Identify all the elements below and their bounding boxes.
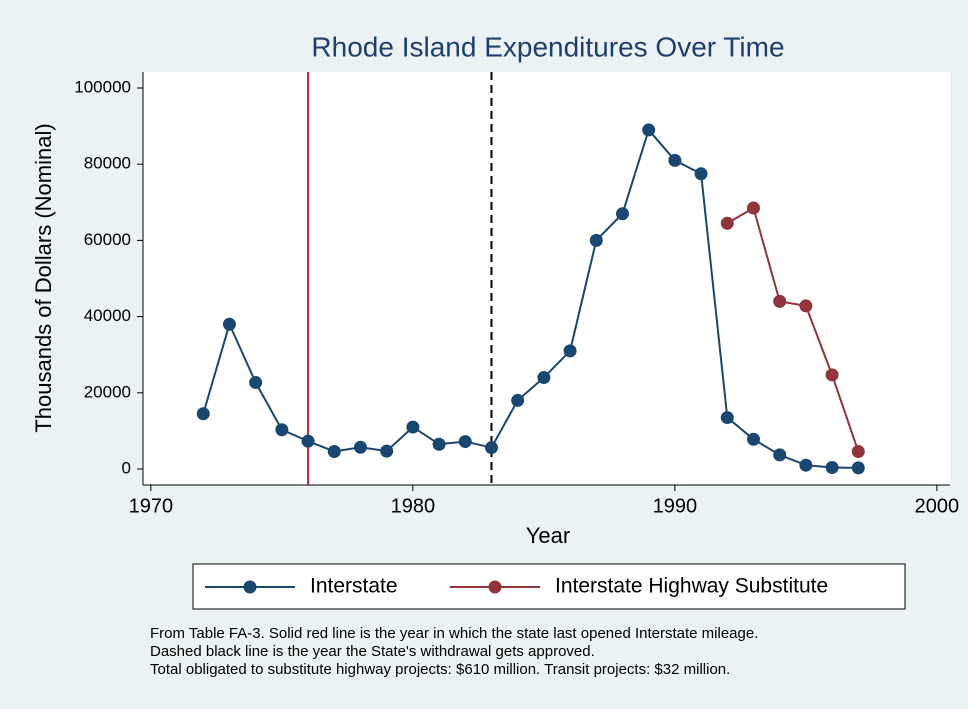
data-point — [825, 368, 839, 382]
y-tick-label: 60000 — [84, 230, 131, 249]
y-tick-label: 0 — [122, 458, 131, 477]
data-point — [851, 444, 865, 458]
x-tick-label: 2000 — [915, 495, 960, 517]
note: Dashed black line is the year the State'… — [150, 643, 595, 660]
y-tick-label: 20000 — [84, 382, 131, 401]
data-point — [380, 444, 394, 458]
data-point — [615, 207, 629, 221]
data-point — [537, 371, 551, 385]
y-tick-label: 80000 — [84, 154, 131, 173]
data-point — [773, 448, 787, 462]
data-point — [746, 201, 760, 215]
note: Total obligated to substitute highway pr… — [150, 661, 730, 678]
x-tick-label: 1990 — [653, 495, 698, 517]
x-axis-label: Year — [526, 523, 570, 548]
data-point — [406, 420, 420, 434]
plot-area — [143, 72, 950, 485]
data-point — [642, 123, 656, 137]
x-tick-label: 1980 — [391, 495, 436, 517]
data-point — [432, 437, 446, 451]
data-point — [249, 376, 263, 390]
data-point — [301, 434, 315, 448]
data-point — [511, 393, 525, 407]
data-point — [353, 440, 367, 454]
data-point — [773, 294, 787, 308]
data-point — [694, 167, 708, 181]
data-point — [327, 444, 341, 458]
legend-marker — [488, 580, 502, 594]
data-point — [484, 441, 498, 455]
y-tick-label: 40000 — [84, 306, 131, 325]
data-point — [851, 461, 865, 475]
data-point — [563, 344, 577, 358]
data-point — [668, 153, 682, 167]
data-point — [720, 216, 734, 230]
data-point — [458, 435, 472, 449]
data-point — [825, 460, 839, 474]
data-point — [275, 423, 289, 437]
note: From Table FA-3. Solid red line is the y… — [150, 625, 758, 642]
data-point — [720, 411, 734, 425]
legend-label: Interstate Highway Substitute — [555, 575, 828, 598]
legend-label: Interstate — [310, 575, 398, 598]
data-point — [799, 458, 813, 472]
data-point — [746, 432, 760, 446]
data-point — [589, 233, 603, 247]
chart-title: Rhode Island Expenditures Over Time — [311, 31, 784, 62]
legend-marker — [243, 580, 257, 594]
legend — [192, 563, 906, 610]
data-point — [222, 317, 236, 331]
y-tick-label: 100000 — [74, 77, 131, 96]
x-tick-label: 1970 — [129, 495, 174, 517]
data-point — [196, 407, 210, 421]
y-axis-label: Thousands of Dollars (Nominal) — [31, 123, 56, 432]
data-point — [799, 299, 813, 313]
